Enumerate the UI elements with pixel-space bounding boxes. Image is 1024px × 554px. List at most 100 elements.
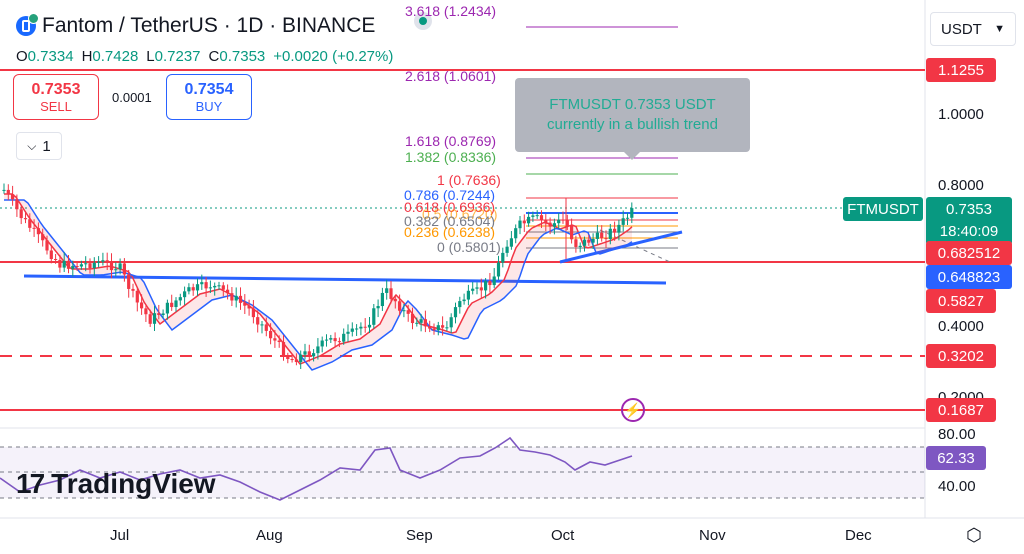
- candle-body: [273, 338, 277, 341]
- candle-body: [170, 302, 174, 308]
- settings-icon[interactable]: ⬡: [966, 524, 982, 545]
- last-price-tag: 0.7353 18:40:09: [926, 197, 1012, 245]
- chevron-down-icon: ⌵: [27, 138, 37, 153]
- time-axis-label: Aug: [256, 527, 283, 544]
- candle-body: [600, 232, 604, 239]
- lightning-icon[interactable]: ⚡: [621, 398, 645, 422]
- candle-body: [281, 342, 286, 357]
- interval-toggle-button[interactable]: ⌵ 1: [16, 132, 62, 160]
- symbol-header[interactable]: Fantom / TetherUS · 1D · BINANCE: [16, 13, 376, 38]
- candle-body: [200, 282, 204, 285]
- candle-body: [15, 199, 19, 210]
- sell-button[interactable]: 0.7353 SELL: [13, 74, 99, 120]
- bar-countdown: 18:40:09: [939, 223, 999, 240]
- currency-select[interactable]: USDT ▼: [930, 12, 1016, 46]
- rsi-axis-label: 40.00: [938, 478, 976, 495]
- candle-body: [458, 301, 462, 308]
- tradingview-logo[interactable]: 17 TradingView: [16, 468, 216, 500]
- ohlc-readout: O0.7334 H0.7428 L0.7237 C0.7353 +0.0020 …: [16, 48, 393, 65]
- candle-body: [492, 276, 496, 286]
- fib-label: 0.236 (0.6238): [404, 224, 496, 240]
- candle-body: [570, 225, 574, 240]
- ohlc-change-value: +0.0020 (+0.27%): [273, 48, 394, 65]
- candle-body: [522, 220, 526, 224]
- candle-body: [595, 232, 599, 239]
- candle-body: [36, 228, 40, 235]
- candle-body: [625, 217, 630, 219]
- candle-body: [294, 359, 298, 363]
- fib-label: 3.618 (1.2434): [405, 3, 497, 19]
- candle-body: [157, 313, 161, 316]
- candle-body: [342, 333, 346, 342]
- candle-body: [122, 263, 126, 275]
- candle-body: [247, 305, 251, 309]
- chevron-down-icon: ▼: [994, 23, 1005, 35]
- candle-body: [587, 239, 591, 243]
- candle-body: [2, 189, 6, 191]
- candle-body: [410, 313, 415, 324]
- candle-body: [135, 290, 139, 303]
- tooltip-line-1: FTMUSDT 0.7353 USDT: [549, 96, 716, 113]
- candle-body: [535, 215, 539, 217]
- price-axis-label: 0.2000: [938, 389, 984, 399]
- candle-body: [548, 222, 552, 227]
- time-axis-label: Nov: [699, 527, 726, 544]
- price-axis-label: 0.4000: [938, 318, 984, 335]
- candle-body: [260, 324, 264, 326]
- candle-body: [613, 228, 617, 233]
- fantom-coin-icon: [16, 13, 39, 36]
- time-axis-label: Oct: [551, 527, 575, 544]
- price-tag-0-3202: 0.3202: [926, 344, 996, 368]
- fib-label: 0.382 (0.6504): [404, 213, 496, 229]
- candle-body: [191, 287, 195, 291]
- buy-price: 0.7354: [184, 80, 234, 98]
- candle-body: [350, 328, 354, 332]
- candle-body: [608, 228, 612, 239]
- candle-body: [195, 284, 200, 291]
- candle-body: [152, 313, 157, 324]
- candle-body: [79, 264, 83, 267]
- candle-body: [290, 359, 294, 361]
- candle-body: [337, 341, 341, 343]
- ohlc-low-value: 0.7237: [154, 48, 201, 65]
- ohlc-high-key: H: [81, 48, 93, 65]
- buy-button[interactable]: 0.7354 BUY: [166, 74, 252, 120]
- candle-body: [127, 274, 131, 289]
- candle-body: [11, 194, 15, 200]
- candle-body: [165, 302, 169, 314]
- price-axis-label: 0.8000: [938, 177, 984, 194]
- candle-body: [6, 189, 10, 195]
- price-axis-label: 1.0000: [938, 106, 984, 123]
- candle-body: [372, 308, 376, 325]
- candle-body: [178, 297, 182, 301]
- fib-label: 2.618 (1.0601): [405, 68, 497, 84]
- candle-body: [582, 239, 587, 246]
- candle-body: [333, 338, 337, 342]
- candle-body: [380, 292, 384, 307]
- candle-body: [496, 262, 501, 277]
- candle-body: [441, 325, 445, 328]
- candle-body: [66, 260, 71, 269]
- candle-body: [183, 291, 187, 298]
- fib-label: 0 (0.5801): [437, 239, 501, 255]
- ohlc-high-value: 0.7428: [92, 48, 139, 65]
- candle-body: [449, 317, 453, 328]
- candle-body: [217, 285, 221, 287]
- fib-label: 1.618 (0.8769): [405, 133, 497, 149]
- candle-body: [552, 223, 556, 227]
- candle-body: [213, 285, 217, 288]
- candle-body: [488, 281, 492, 286]
- candle-body: [238, 295, 243, 303]
- trend-tooltip: FTMUSDT 0.7353 USDT currently in a bulli…: [515, 78, 750, 152]
- candle-body: [256, 317, 260, 325]
- tradingview-logo-text: TradingView: [51, 468, 216, 499]
- ohlc-open-value: 0.7334: [27, 48, 74, 65]
- candle-body: [109, 261, 114, 271]
- price-tag-0-5827: 0.5827: [926, 289, 996, 313]
- spread-value: 0.0001: [112, 90, 152, 105]
- sell-price: 0.7353: [31, 80, 81, 98]
- symbol-title[interactable]: Fantom / TetherUS · 1D · BINANCE: [42, 14, 376, 37]
- candle-body: [591, 238, 595, 243]
- market-status-icon[interactable]: [414, 12, 432, 30]
